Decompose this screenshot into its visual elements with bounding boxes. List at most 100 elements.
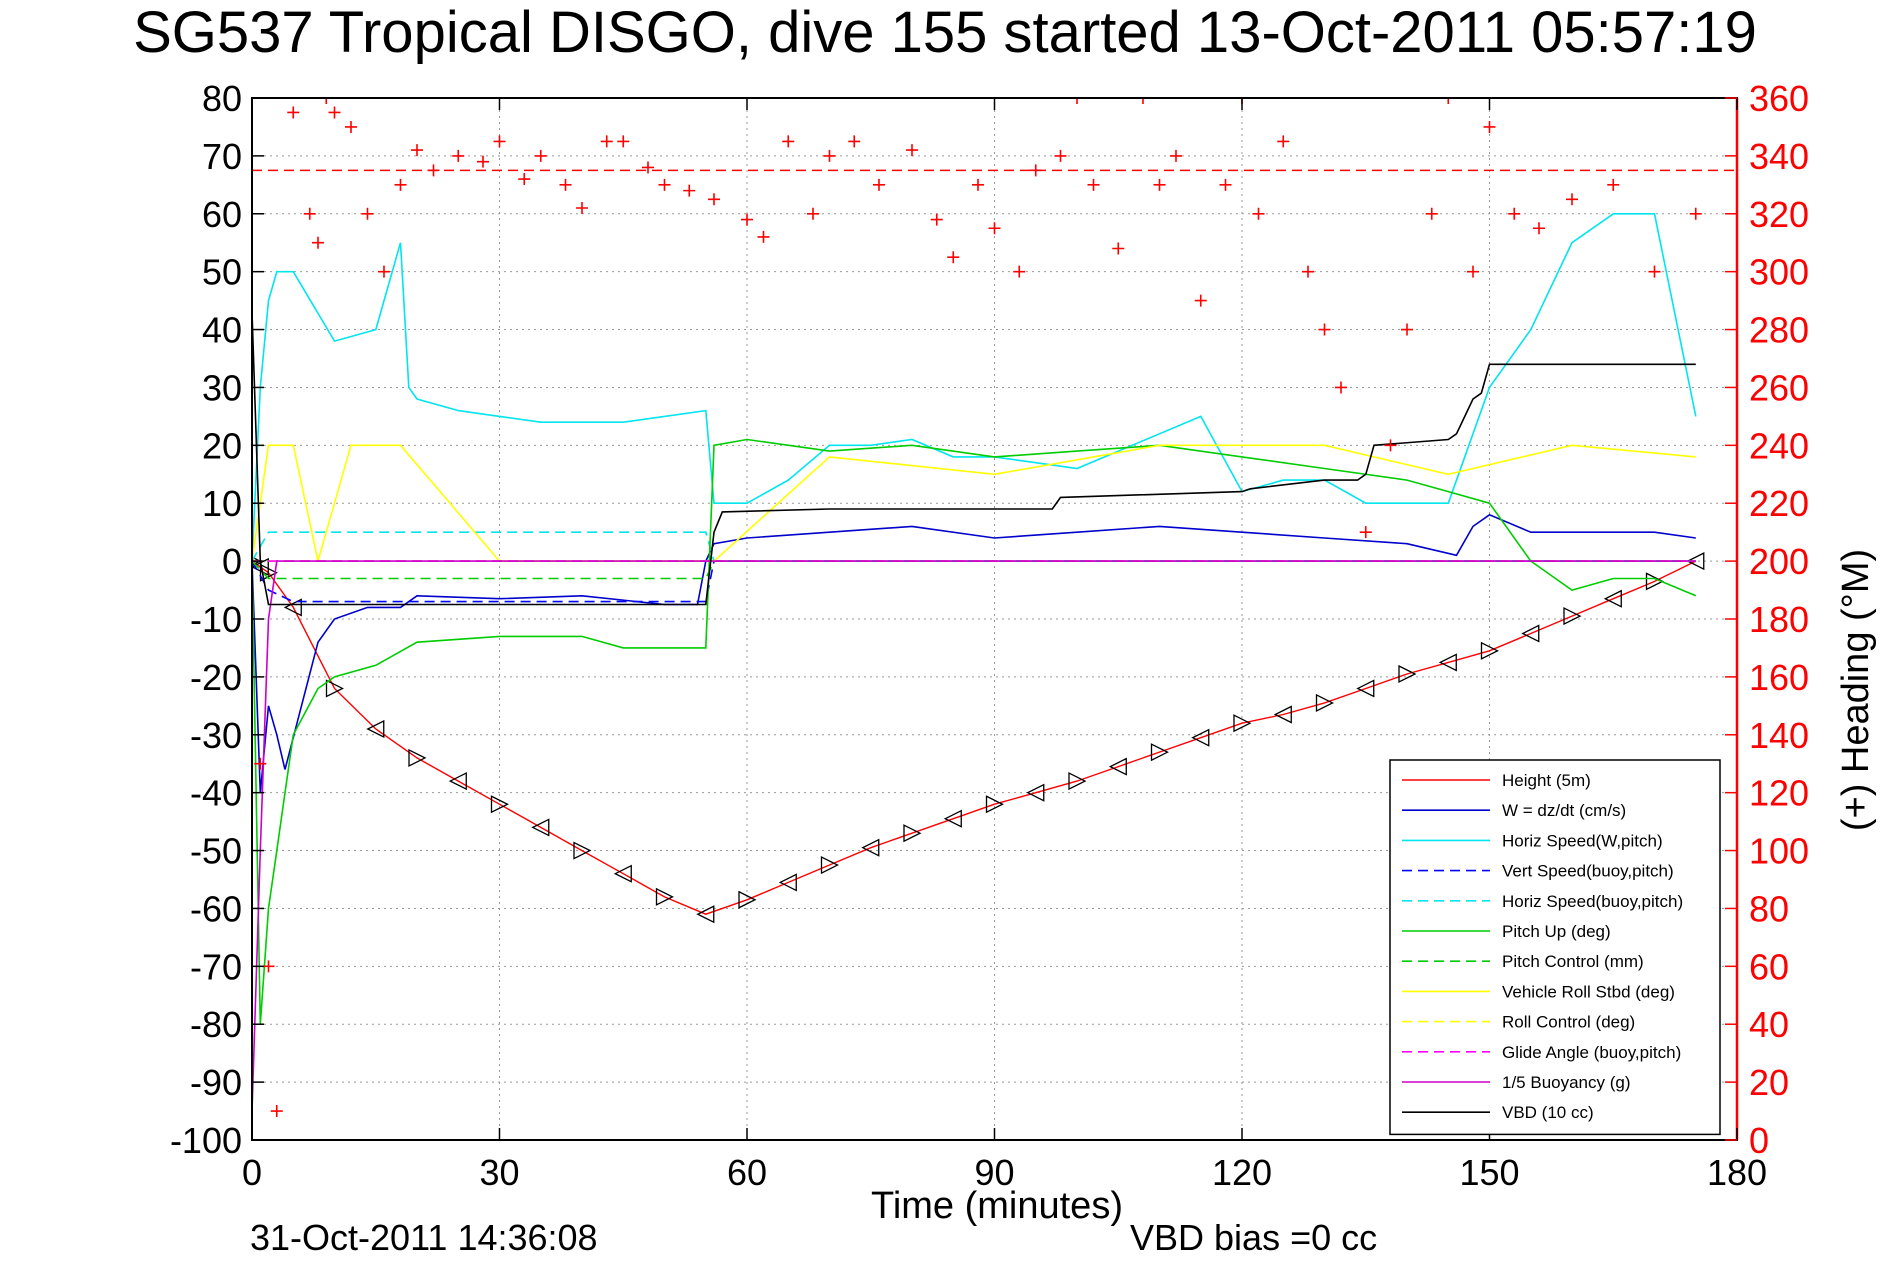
height-marker [1233,714,1252,733]
y-tick-label-left: 30 [202,367,242,408]
y-tick-label-left: 40 [202,310,242,351]
y-tick-label-right: 180 [1749,599,1809,640]
series-heading-point [1425,207,1438,220]
height-marker [1480,641,1499,660]
y-tick-label-left: -90 [190,1062,242,1103]
series-heading-point [1533,222,1545,235]
x-axis-label: Time (minutes) [871,1185,1123,1227]
y-tick-label-right: 40 [1749,1004,1789,1045]
y-tick-label-left: -20 [190,657,242,698]
series-heading-point [1648,265,1661,278]
height-marker [283,598,302,617]
height-marker [738,890,757,909]
legend: Height (5m) W = dz/dt (cm/s) Horiz Speed(W… [1389,759,1721,1136]
height-marker [1108,757,1127,776]
height-marker [943,809,962,828]
series-horiz-speed-w-pitch [252,213,1697,562]
series-heading-point [1566,193,1578,206]
height-marker [903,824,922,843]
y-tick-label-left: -10 [190,599,242,640]
legend-label: Horiz Speed(W,pitch) [1502,831,1663,850]
y-tick-label-left: -80 [190,1004,242,1045]
axes: 0 30 60 90 120 150 18080706050403020100-10-20-… [170,78,1809,1193]
series-heading-point [1689,207,1702,220]
series-vbd-10-cc [252,312,1696,606]
legend-label: 1/5 Buoyancy (g) [1502,1073,1631,1092]
y-tick-label-right: 0 [1749,1120,1769,1161]
series-heading-point [493,135,506,148]
series-heading-point [617,135,630,148]
y-tick-label-left: -70 [190,946,242,987]
height-marker [1645,572,1664,591]
y-tick-label-right: 20 [1749,1062,1789,1103]
series-1-5-buoyancy-g [252,560,1696,1112]
series-heading-point [848,135,861,148]
series-heading-point [1607,178,1620,191]
height-marker [1686,552,1705,571]
height-marker [1438,653,1457,672]
series-heading-point [642,161,654,174]
series-heading-point [757,230,770,243]
legend-label: Vehicle Roll Stbd (deg) [1502,982,1675,1001]
series-heading-point [254,757,267,770]
y-tick-label-right: 320 [1749,194,1809,235]
series-heading-point [930,213,943,226]
height-marker [490,795,509,814]
y-tick-label-left: -50 [190,831,242,872]
height-marker [1191,728,1210,747]
legend-label: Horiz Speed(buoy,pitch) [1502,892,1683,911]
series-heading-point [312,236,324,249]
height-marker [1398,664,1417,684]
series-heading-point [345,120,357,133]
y-tick-label-right: 340 [1749,136,1809,177]
series-heading-point [559,178,572,191]
legend-box [1389,759,1721,1136]
x-tick-label: 90 [974,1152,1014,1193]
series-heading-point [1335,381,1347,394]
x-tick-label: 60 [727,1152,767,1193]
series-heading-point [873,178,885,191]
height-marker [1521,624,1540,643]
height-marker [1026,783,1045,802]
legend-label: Roll Control (deg) [1502,1013,1635,1032]
y-tick-label-left: 20 [202,425,242,466]
series-heading-point [1277,135,1290,148]
height-marker [531,818,550,837]
series-heading-point [303,207,316,220]
x-tick-label: 0 [242,1152,262,1193]
series-heading-point [477,155,489,168]
series-heading-point [1401,323,1413,336]
y-tick-label-left: 80 [202,78,242,119]
y-tick-label-right: 160 [1749,657,1809,698]
series-heading-point [1170,149,1182,162]
series-heading-point [782,135,795,148]
series-heading-point [361,207,374,220]
series-heading-point [1508,207,1521,220]
y-tick-label-left: 70 [202,136,242,177]
series-w-dz-dt-cm-s [252,513,1696,793]
height-marker [366,719,385,739]
series-heading-point [1467,265,1479,278]
height-marker [985,795,1004,814]
legend-label: Height (5m) [1502,771,1591,790]
series-heading-point [658,178,671,191]
series-heading-point [1054,149,1067,162]
y-tick-label-left: -30 [190,715,242,756]
height-marker [1315,693,1334,712]
y-tick-label-right: 120 [1749,773,1809,814]
x-tick-label: 150 [1459,1152,1519,1193]
series-heading-point [1153,178,1166,191]
height-marker [573,841,592,860]
series-heading-point [1087,178,1100,191]
height-marker [1273,705,1292,724]
height-marker [325,679,344,698]
series-heading-point [1384,439,1397,452]
y-tick-label-left: 60 [202,194,242,235]
series-heading-point [807,207,819,220]
series-heading-point [1013,265,1026,278]
series-heading-point [600,135,613,148]
series-heading-point [988,222,1001,235]
plot-area [252,98,1737,1118]
series-heading-point [1483,120,1496,133]
